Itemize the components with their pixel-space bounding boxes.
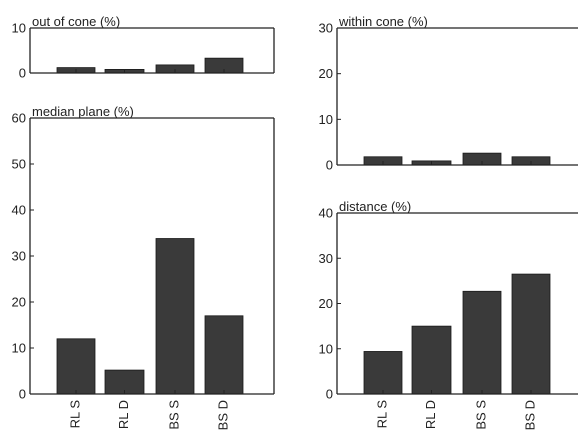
title-out-of-cone: out of cone (%) [32,14,120,29]
ytick-label-median-plane-40: 40 [12,203,26,218]
category-label-distance-3: BS S [473,400,488,430]
ytick-label-distance-0: 0 [326,387,333,402]
ytick-label-within-cone-10: 10 [319,112,333,127]
category-label-distance-2: RL D [423,400,438,429]
chart-distance: 0 10 20 30 40 distance (%) RL S RL D BS S BS D [319,199,578,430]
ytick-label-distance-30: 30 [319,251,333,266]
ytick-label-median-plane-10: 10 [12,341,26,356]
category-label-distance-1: RL S [374,400,389,429]
bar-median-plane-1 [56,338,96,395]
bar-distance-1 [363,351,403,395]
category-label-median-plane-1: RL S [67,400,82,429]
ytick-label-within-cone-20: 20 [319,66,333,81]
bar-distance-2 [411,325,452,395]
category-label-median-plane-2: RL D [116,400,131,429]
bar-median-plane-4 [204,315,244,395]
bar-median-plane-3 [155,238,195,395]
ytick-label-within-cone-0: 0 [326,158,333,173]
chart-within-cone: 0 10 20 30 within cone (%) [319,14,578,173]
bar-distance-4 [511,273,551,395]
ytick-label-median-plane-20: 20 [12,295,26,310]
title-within-cone: within cone (%) [338,14,428,29]
category-label-median-plane-4: BS D [215,400,230,430]
bar-distance-3 [462,290,502,395]
category-label-distance-4: BS D [522,400,537,430]
ytick-label-out-of-cone-10: 10 [12,21,26,36]
ytick-label-median-plane-0: 0 [19,387,26,402]
ytick-label-out-of-cone-0: 0 [19,66,26,81]
ytick-label-distance-20: 20 [319,296,333,311]
ytick-label-within-cone-30: 30 [319,21,333,36]
ytick-label-median-plane-30: 30 [12,249,26,264]
ytick-label-median-plane-60: 60 [12,111,26,126]
title-median-plane: median plane (%) [32,104,134,119]
ytick-label-median-plane-50: 50 [12,157,26,172]
ytick-label-distance-10: 10 [319,341,333,356]
chart-out-of-cone: 0 10 out of cone (%) [12,14,275,81]
ytick-label-distance-40: 40 [319,206,333,221]
chart-median-plane: 0 10 20 30 40 50 60 median plane (%) RL S RL D BS … [12,104,275,430]
title-distance: distance (%) [339,199,411,214]
category-label-median-plane-3: BS S [166,400,181,430]
